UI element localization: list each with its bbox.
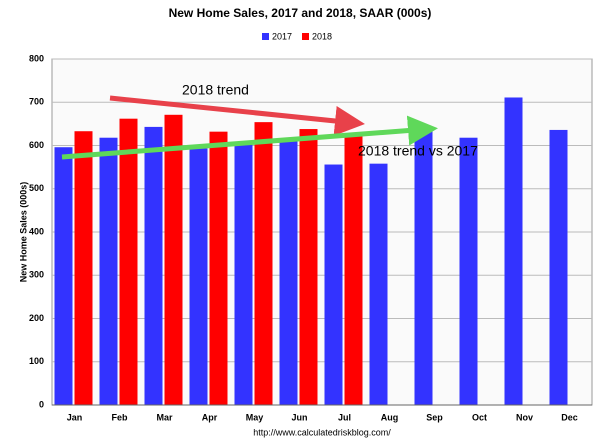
y-tick-label: 400	[29, 226, 44, 236]
y-tick-label: 200	[29, 313, 44, 323]
legend-swatch	[302, 33, 309, 40]
bar	[504, 97, 523, 406]
bar	[254, 122, 273, 406]
plot-area: 0 100 200 300 400 500 600 700 800 Jan Feb Mar Apr May…	[29, 53, 593, 422]
x-tick-label: Mar	[156, 412, 173, 422]
y-tick-label: 300	[29, 270, 44, 280]
x-tick-label: May	[246, 412, 264, 422]
y-tick-label: 100	[29, 356, 44, 366]
x-tick-label: Dec	[561, 412, 578, 422]
x-tick-label: Oct	[472, 412, 487, 422]
annotation: 2018 trend	[182, 82, 249, 98]
x-tick-label: Jan	[67, 412, 83, 422]
bar	[164, 114, 183, 405]
x-tick-label: Jun	[291, 412, 307, 422]
bar	[299, 129, 318, 405]
bar	[189, 148, 208, 405]
annotations: 2018 trend 2018 trend vs 2017	[61, 82, 478, 160]
y-tick-label: 700	[29, 97, 44, 107]
x-tick-label: Feb	[111, 412, 128, 422]
chart-title: New Home Sales, 2017 and 2018, SAAR (000…	[169, 6, 432, 20]
legend-label: 2018	[312, 31, 332, 41]
y-tick-label: 800	[29, 53, 44, 63]
annotation: 2018 trend vs 2017	[358, 143, 478, 159]
x-tick-label: Jul	[338, 412, 351, 422]
y-axis-title: New Home Sales (000s)	[18, 182, 28, 283]
legend-label: 2017	[272, 31, 292, 41]
bar	[209, 131, 228, 405]
bar	[144, 126, 163, 405]
y-tick-label: 500	[29, 183, 44, 193]
x-tick-label: Apr	[202, 412, 218, 422]
x-tick-label: Sep	[426, 412, 443, 422]
source-note: http://www.calculatedriskblog.com/	[253, 427, 391, 437]
y-tick-label: 0	[39, 399, 44, 409]
bar	[369, 163, 388, 405]
bar	[119, 118, 138, 405]
bar	[324, 164, 343, 405]
bar	[344, 133, 363, 405]
bar	[234, 142, 253, 406]
trend-arrow-2018	[109, 95, 365, 136]
y-tick-label: 600	[29, 140, 44, 150]
bar	[74, 131, 93, 406]
bar	[279, 139, 298, 405]
bar	[414, 129, 433, 405]
x-tick-label: Nov	[516, 412, 533, 422]
trend-arrow-vs-2017	[61, 115, 438, 160]
bar	[54, 147, 73, 406]
bar	[459, 137, 478, 405]
bar	[99, 137, 118, 405]
x-tick-label: Aug	[381, 412, 399, 422]
bar	[549, 129, 568, 405]
legend-swatch	[262, 33, 269, 40]
